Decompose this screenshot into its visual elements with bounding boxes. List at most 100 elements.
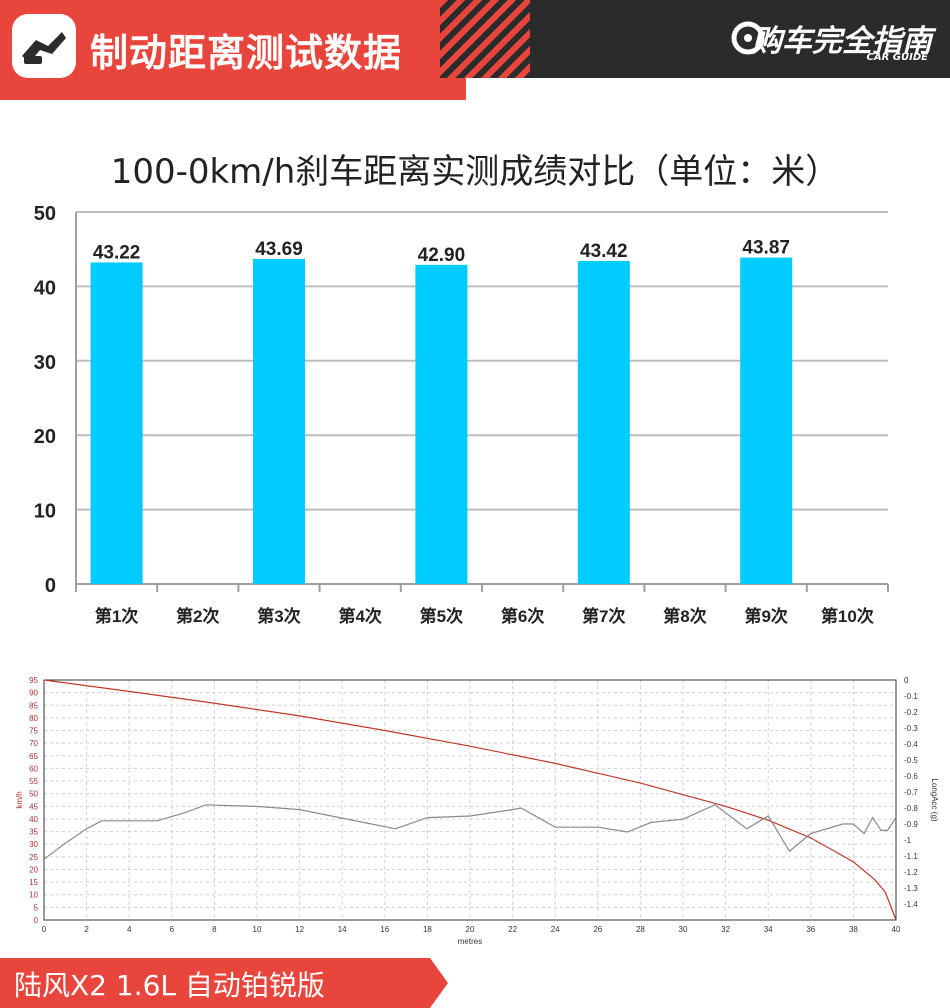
x-tick-label: 10 <box>253 925 262 934</box>
bar <box>577 260 630 584</box>
y-tick-label: 40 <box>29 815 38 824</box>
brand-name: 购车完全指南 <box>752 24 932 59</box>
y-right-tick-label: -0.5 <box>904 756 918 765</box>
header-banner <box>0 0 466 100</box>
y-tick-label: 65 <box>29 752 38 761</box>
y-tick-label: 30 <box>34 352 56 374</box>
y-right-tick-label: -0.8 <box>904 804 918 813</box>
y-tick-label: 25 <box>29 853 38 862</box>
y-right-tick-label: -1.3 <box>904 884 918 893</box>
y-tick-label: 90 <box>29 689 38 698</box>
y-right-tick-label: -0.3 <box>904 724 918 733</box>
y-tick-label: 10 <box>29 891 38 900</box>
x-tick-label: 第4次 <box>338 606 381 626</box>
y-tick-label: 0 <box>34 916 39 925</box>
y-tick-label: 0 <box>45 575 56 597</box>
header-stripe-decoration <box>440 0 530 78</box>
x-tick-label: 第3次 <box>257 606 300 626</box>
x-tick-label: 8 <box>212 925 217 934</box>
y-tick-label: 75 <box>29 727 38 736</box>
footer-arrow <box>430 958 448 1008</box>
x-tick-label: 4 <box>127 925 132 934</box>
x-tick-label: 第7次 <box>582 606 625 626</box>
y-tick-label: 30 <box>29 840 38 849</box>
steering-wheel-icon <box>731 21 765 55</box>
x-tick-label: 6 <box>170 925 175 934</box>
y-tick-label: 40 <box>34 277 56 299</box>
brake-pedal-icon <box>12 14 76 78</box>
x-axis-label: metres <box>458 937 482 946</box>
y-right-tick-label: -0.6 <box>904 772 918 781</box>
data-label: 43.69 <box>255 239 303 260</box>
bar <box>740 257 793 584</box>
y-tick-label: 5 <box>34 903 39 912</box>
y-tick-label: 20 <box>34 426 56 448</box>
y-tick-label: 35 <box>29 828 38 837</box>
x-tick-label: 第5次 <box>420 606 463 626</box>
y-right-tick-label: -1.2 <box>904 868 918 877</box>
data-label: 43.42 <box>580 241 628 262</box>
x-tick-label: 20 <box>466 925 475 934</box>
y-right-tick-label: -0.7 <box>904 788 918 797</box>
x-tick-label: 第9次 <box>744 606 787 626</box>
y-tick-label: 70 <box>29 739 38 748</box>
bar <box>415 264 468 584</box>
x-tick-label: 40 <box>892 925 901 934</box>
bar <box>90 262 143 584</box>
y-right-tick-label: -0.4 <box>904 740 918 749</box>
x-tick-label: 14 <box>338 925 347 934</box>
speed-series-line <box>43 679 897 921</box>
y-tick-label: 45 <box>29 802 38 811</box>
x-tick-label: 第6次 <box>501 606 544 626</box>
y-tick-label: 85 <box>29 701 38 710</box>
car-model-label: 陆风X2 1.6L 自动铂锐版 <box>14 969 325 1002</box>
x-tick-label: 2 <box>84 925 89 934</box>
x-tick-label: 34 <box>764 925 773 934</box>
brand-subtitle: CAR GUIDE <box>866 52 928 63</box>
x-tick-label: 第2次 <box>176 606 219 626</box>
x-tick-label: 36 <box>806 925 815 934</box>
page-title: 制动距离测试数据 <box>90 31 403 75</box>
x-tick-label: 22 <box>508 925 517 934</box>
y-tick-label: 20 <box>29 865 38 874</box>
footer-banner <box>0 958 430 1008</box>
y-tick-label: 55 <box>29 777 38 786</box>
data-label: 42.90 <box>418 245 466 266</box>
y-right-axis-label: LongAcc (g) <box>930 778 939 821</box>
y-tick-label: 95 <box>29 676 38 685</box>
y-tick-label: 10 <box>34 501 56 523</box>
y-right-tick-label: -1 <box>904 836 912 845</box>
x-tick-label: 24 <box>551 925 560 934</box>
speed-acceleration-line-chart: 0 2 4 6 8 10 12 14 16 18 20 22 24 26 28 30 32 34 36 38 40051… <box>15 676 939 946</box>
braking-distance-bar-chart: 0 10 20 30 40 50 第1次 43.22 第2次 第3次 43.69 第4次 第5次 42.9… <box>34 203 889 626</box>
y-tick-label: 50 <box>29 790 38 799</box>
y-right-tick-label: -1.4 <box>904 900 918 909</box>
y-right-tick-label: -0.1 <box>904 692 918 701</box>
bar <box>253 258 305 584</box>
y-tick-label: 80 <box>29 714 38 723</box>
x-tick-label: 30 <box>679 925 688 934</box>
y-right-tick-label: -0.9 <box>904 820 918 829</box>
x-tick-label: 第1次 <box>95 606 138 626</box>
chart-title: 100-0km/h刹车距离实测成绩对比（单位：米） <box>110 152 840 192</box>
header-brand-bar <box>466 0 950 78</box>
x-tick-label: 18 <box>423 925 432 934</box>
x-tick-label: 0 <box>42 925 47 934</box>
x-tick-label: 第10次 <box>821 606 874 626</box>
y-right-tick-label: -0.2 <box>904 708 918 717</box>
data-label: 43.22 <box>93 242 141 263</box>
x-tick-label: 32 <box>721 925 730 934</box>
y-right-tick-label: 0 <box>904 676 909 685</box>
x-tick-label: 38 <box>849 925 858 934</box>
data-label: 43.87 <box>742 238 790 259</box>
y-tick-label: 60 <box>29 764 38 773</box>
y-tick-label: 15 <box>29 878 38 887</box>
x-tick-label: 12 <box>295 925 304 934</box>
y-right-tick-label: -1.1 <box>904 852 918 861</box>
y-axis-label: km/h <box>15 791 24 808</box>
x-tick-label: 26 <box>593 925 602 934</box>
x-tick-label: 28 <box>636 925 645 934</box>
x-tick-label: 16 <box>380 925 389 934</box>
acceleration-series-line <box>43 804 897 860</box>
plot-frame <box>43 679 897 921</box>
